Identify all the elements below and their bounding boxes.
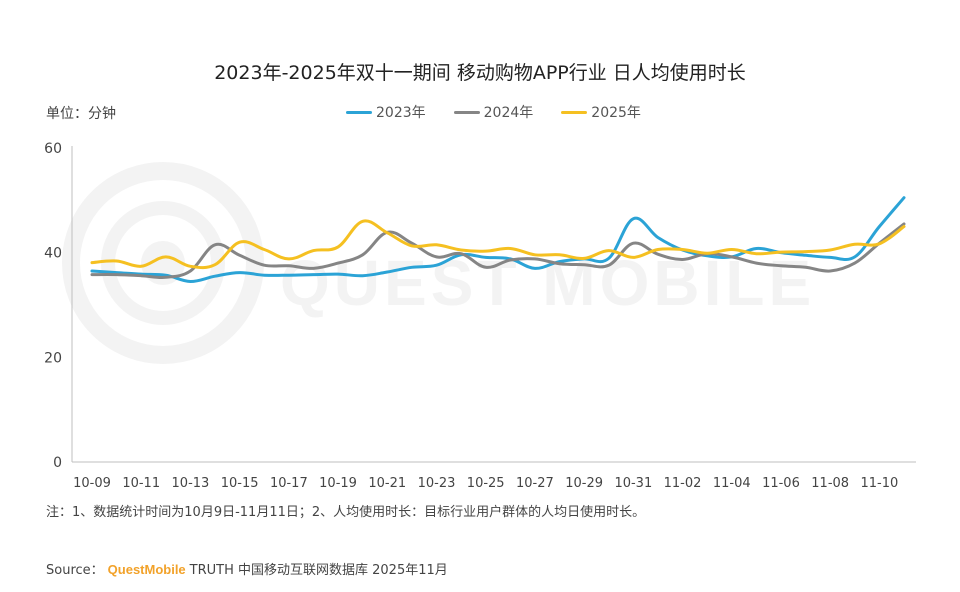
legend-label-2023: 2023年 — [376, 105, 426, 121]
x-tick-label: 11-06 — [762, 476, 800, 491]
source-text: TRUTH 中国移动互联网数据库 2025年11月 — [189, 563, 448, 578]
x-tick-label: 10-17 — [270, 476, 308, 491]
x-tick-label: 10-13 — [172, 476, 210, 491]
x-tick-label: 10-29 — [565, 476, 603, 491]
legend-swatch-2024 — [453, 110, 480, 114]
x-tick-label: 10-27 — [516, 476, 554, 491]
legend-swatch-2023 — [346, 110, 372, 114]
x-tick-label: 11-08 — [811, 476, 849, 491]
legend-item-2023: 2023年 — [346, 102, 426, 122]
chart-title: 2023年-2025年双十一期间 移动购物APP行业 日人均使用时长 — [214, 62, 746, 84]
source-prefix: Source： — [46, 563, 104, 578]
x-tick-label: 10-19 — [319, 476, 357, 491]
x-tick-label: 10-21 — [368, 476, 406, 491]
legend: 2023年 2024年 2025年 — [346, 102, 669, 122]
series-line-2023年 — [90, 196, 906, 284]
watermark-text: QUEST MOBILE — [280, 247, 816, 319]
series-line-2025年 — [90, 219, 906, 270]
source-line: Source： QuestMobile TRUTH 中国移动互联网数据库 202… — [46, 559, 448, 578]
x-tick-label: 11-10 — [861, 476, 899, 491]
x-tick-label: 10-25 — [467, 476, 505, 491]
x-tick-label: 11-02 — [664, 476, 702, 491]
legend-label-2024: 2024年 — [483, 105, 534, 121]
legend-item-2025: 2025年 — [561, 102, 641, 122]
unit-label: 单位：分钟 — [46, 106, 116, 122]
x-tick-label: 10-15 — [221, 476, 259, 491]
x-tick-label: 10-09 — [73, 476, 111, 491]
y-tick-label: 40 — [44, 246, 62, 262]
x-tick-label: 10-31 — [614, 476, 652, 491]
footnote: 注：1、数据统计时间为10月9日-11月11日；2、人均使用时长：目标行业用户群… — [46, 505, 646, 520]
y-tick-label: 20 — [44, 350, 62, 366]
x-tick-label: 11-04 — [713, 476, 751, 491]
x-tick-label: 10-23 — [418, 476, 456, 491]
source-brand-logo: QuestMobile — [107, 562, 186, 577]
legend-label-2025: 2025年 — [591, 105, 641, 121]
x-tick-label: 10-11 — [122, 476, 160, 491]
legend-item-2024: 2024年 — [453, 102, 534, 122]
legend-swatch-2025 — [561, 110, 588, 114]
y-tick-label: 60 — [44, 141, 62, 157]
y-tick-label: 0 — [53, 455, 62, 471]
series-line-2024年 — [90, 222, 906, 279]
